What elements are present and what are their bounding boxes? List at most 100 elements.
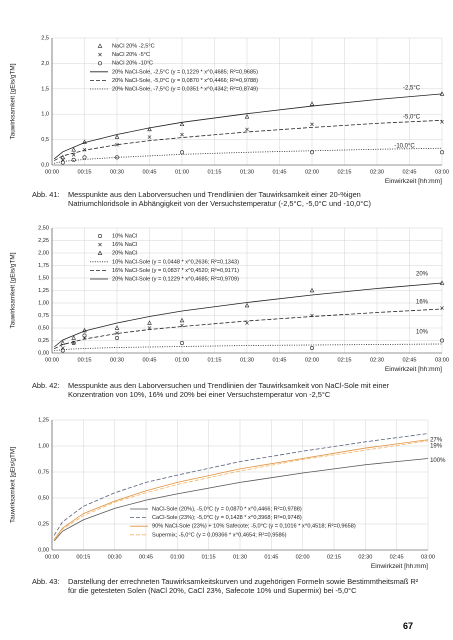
legend-swatch [98, 234, 103, 239]
marker [244, 114, 250, 119]
y-tick-label: 1,00 [38, 300, 49, 306]
y-tick-label: 0,5 [41, 137, 49, 143]
marker [309, 150, 314, 155]
marker [71, 335, 76, 340]
trend-line [54, 343, 443, 352]
y-tick-label: 2,5 [41, 35, 49, 41]
marker [71, 157, 76, 162]
trend-line [53, 440, 429, 541]
legend-label: 16% NaCl [112, 242, 137, 248]
x-tick-label: 01:15 [208, 169, 222, 175]
legend-label: 10% NaCl [112, 233, 137, 239]
x-tick-label: 00:30 [108, 554, 122, 560]
annotation: -2,5°C [403, 85, 421, 91]
legend-label: 20% NaCl-Sole, -2,5°C (y = 0,1229 * x^0,… [112, 69, 258, 75]
x-tick-label: 02:30 [370, 357, 384, 363]
annotation: -10,0°C [394, 143, 415, 149]
marker [115, 142, 119, 147]
marker [180, 150, 185, 155]
caption-label: Abb. 41: [32, 190, 60, 199]
trend-line [53, 308, 443, 350]
x-tick-label: 00:00 [45, 357, 59, 363]
x-axis-label: Einwirkzeit [hh:mm] [385, 366, 442, 373]
legend-swatch [98, 242, 102, 247]
x-tick-label: 01:00 [175, 357, 189, 363]
x-tick-label: 01:00 [170, 554, 184, 560]
marker [60, 154, 66, 160]
legend-swatch [98, 52, 102, 57]
trend-line [53, 119, 443, 161]
marker [60, 348, 65, 353]
x-tick-label: 00:00 [45, 554, 59, 560]
legend-label: CaCl-Sole (23%); -5,0°C (y = 0,1428 * x^… [152, 515, 302, 521]
legend-label: 20% NaCl-Sole (y = 0,1229 * x^0,4685; R²… [112, 276, 239, 282]
marker [147, 135, 152, 139]
marker [179, 317, 185, 323]
caption-text: Messpunkte aus den Laborversuchen und Tr… [68, 381, 390, 400]
legend-label: NaCl 20% -2,5°C [112, 43, 155, 49]
x-tick-label: 00:45 [139, 554, 153, 560]
y-tick-label: 1,5 [41, 86, 49, 92]
y-tick-label: 1,00 [38, 443, 49, 449]
y-tick-label: 0,00 [38, 350, 49, 356]
y-tick-label: 2,25 [38, 238, 49, 244]
marker [179, 121, 185, 127]
marker [439, 338, 444, 343]
annotation: 19% [430, 444, 443, 450]
trend-line [53, 433, 429, 536]
x-tick-label: 01:45 [273, 169, 287, 175]
x-tick-label: 02:15 [327, 554, 341, 560]
marker [180, 340, 185, 345]
trend-line [53, 282, 443, 348]
x-tick-label: 00:30 [110, 169, 124, 175]
marker [245, 321, 249, 325]
legend-swatch [97, 43, 103, 48]
x-tick-label: 01:30 [240, 357, 254, 363]
y-axis-label: Tauwirksamkeit [gEis/gTM] [10, 63, 17, 139]
marker [115, 335, 120, 340]
x-tick-label: 01:00 [175, 169, 189, 175]
trend-line [53, 93, 443, 160]
legend-label: 20% NaCl-Sole, -7,5°C (y = 0,0351 * x^0,… [112, 86, 258, 92]
caption: Abb. 43: Darstellung der errechneten Tauw… [32, 577, 424, 596]
x-tick-label: 01:15 [202, 554, 216, 560]
x-tick-label: 00:30 [110, 357, 124, 363]
x-tick-label: 02:00 [305, 357, 319, 363]
x-tick-label: 01:30 [233, 554, 247, 560]
annotation: -5,0°C [403, 114, 421, 120]
caption-text: Messpunkte aus den Laborversuchen und Tr… [68, 190, 371, 209]
y-tick-label: 0,00 [38, 547, 49, 553]
marker [309, 345, 314, 350]
marker [310, 122, 314, 127]
y-tick-label: 0,25 [38, 521, 49, 527]
y-tick-label: 0,50 [38, 495, 49, 501]
marker [60, 160, 65, 165]
marker [180, 132, 184, 137]
marker [439, 150, 444, 155]
x-tick-label: 02:45 [403, 169, 417, 175]
legend-label: 20% NaCl-Sole, -5,0°C (y = 0,0870 * x^0,… [112, 78, 258, 84]
caption-label: Abb. 42: [32, 381, 60, 390]
marker [71, 340, 76, 345]
x-tick-label: 02:45 [390, 554, 404, 560]
caption-text: Darstellung der errechneten Tauwirksamke… [68, 577, 419, 596]
marker [244, 302, 250, 308]
x-tick-label: 02:30 [370, 169, 384, 175]
x-tick-label: 02:00 [305, 169, 319, 175]
x-tick-label: 00:00 [45, 169, 59, 175]
marker [82, 139, 87, 144]
annotation: 100% [430, 458, 446, 464]
legend-label: Supermix; -5,0°C (y = 0,09366 * x^0,4654… [152, 532, 287, 538]
page-number: 67 [402, 621, 413, 631]
marker [440, 306, 444, 310]
y-axis-label: Tauwirksamkeit [gEis/gTM] [10, 447, 17, 523]
x-tick-label: 00:45 [143, 357, 157, 363]
marker [82, 155, 87, 160]
annotation: 16% [416, 300, 429, 306]
y-axis-label: Tauwirksamkeit [gEis/gTM] [10, 252, 17, 328]
marker [71, 153, 76, 157]
marker [114, 134, 120, 139]
marker [114, 325, 120, 330]
y-tick-label: 2,0 [41, 61, 49, 67]
y-tick-label: 0,75 [38, 313, 49, 319]
